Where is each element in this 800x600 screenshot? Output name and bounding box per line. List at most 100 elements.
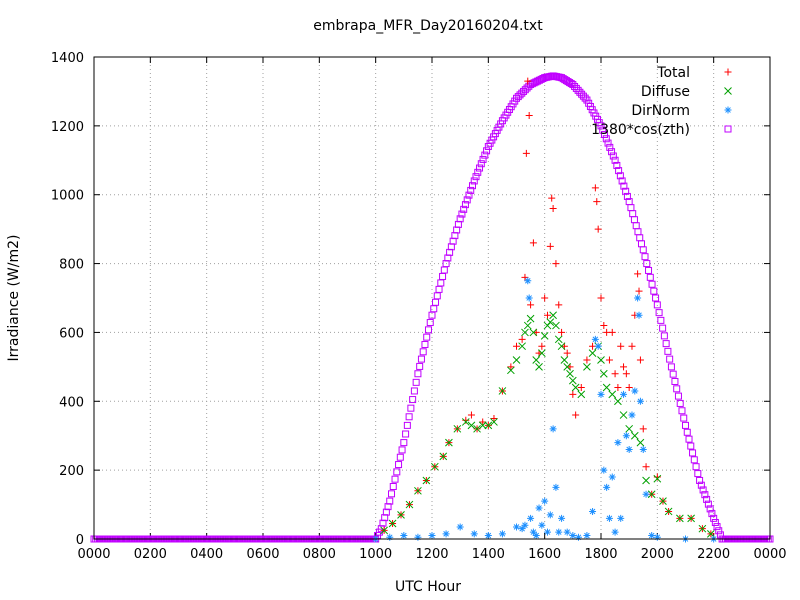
data-point [708,510,716,518]
data-point [593,198,601,206]
data-point [426,319,434,327]
data-point [472,173,480,181]
data-point [453,424,462,433]
data-point [622,432,630,440]
data-point [641,253,649,261]
data-point [389,482,397,490]
y-tick-label: 200 [59,464,84,479]
data-point [532,356,541,364]
data-point [563,363,572,371]
data-point [574,86,582,94]
data-point [473,424,481,433]
data-point [625,445,633,453]
data-point [620,363,628,371]
data-point [648,280,656,288]
data-point [386,533,394,541]
data-point [549,425,557,433]
x-tick-label: 1800 [584,547,617,562]
data-point [608,390,617,399]
data-point [414,533,422,541]
data-point [541,497,549,505]
data-point [388,490,396,498]
data-point [620,182,628,190]
data-point [599,126,607,134]
y-tick-label: 0 [76,533,84,548]
data-point [518,525,526,533]
data-point [521,328,529,337]
data-point [634,294,642,302]
data-point [400,532,408,540]
data-point [611,370,619,378]
data-point [521,521,529,529]
data-point [636,397,644,405]
data-point [577,384,585,392]
data-point [682,421,689,429]
data-point [630,431,639,440]
data-point [694,470,702,478]
data-point [465,191,473,199]
legend-marker [724,68,732,76]
data-point [529,328,538,337]
x-tick-label: 0400 [190,547,223,562]
data-point [659,324,667,332]
data-point [646,273,654,281]
data-point [470,177,478,185]
data-point [435,285,443,293]
data-point [522,149,530,157]
data-point [461,201,469,209]
data-point [507,363,515,371]
data-point [421,340,429,348]
data-point [653,473,661,481]
x-tick-label: 1600 [528,547,561,562]
data-point [579,92,587,100]
data-point [416,362,424,370]
data-point [513,342,520,350]
data-point [660,332,668,340]
data-point [608,473,616,481]
data-point [617,342,625,350]
legend-marker [724,125,732,133]
data-point [402,430,410,438]
data-point [605,356,613,364]
data-point [629,210,637,218]
data-point [648,532,656,540]
data-point [527,301,535,309]
data-point [588,349,597,357]
y-tick-label: 1000 [51,189,84,204]
x-tick-label: 1000 [359,547,392,562]
data-point [645,266,653,274]
legend: Total Diffuse DirNorm 1380*cos(zth) [591,65,732,138]
data-point [637,240,645,248]
data-point [507,366,515,375]
data-point [478,421,487,430]
data-point [513,523,520,531]
data-point [591,335,599,343]
data-point [546,242,554,250]
data-point [439,272,447,280]
data-point [512,356,521,364]
legend-label: 1380*cos(zth) [591,122,690,138]
data-point [541,294,549,302]
legend-marker [724,106,732,114]
data-point [549,204,557,212]
data-point [423,333,431,341]
data-point [639,425,647,433]
data-point [678,407,686,415]
data-point [614,397,622,406]
data-point [543,528,551,536]
data-point [569,81,577,89]
data-point [613,161,621,169]
data-point [456,523,464,531]
data-point [571,383,580,392]
y-tick-label: 1400 [51,51,84,66]
data-point [397,511,405,519]
y-tick-label: 800 [59,258,84,273]
data-point [655,309,663,317]
data-point [635,287,643,295]
data-point [477,160,485,168]
data-point [569,532,577,540]
data-point [636,356,644,364]
data-point [696,476,704,484]
series-square [90,72,774,543]
data-point [479,155,487,163]
